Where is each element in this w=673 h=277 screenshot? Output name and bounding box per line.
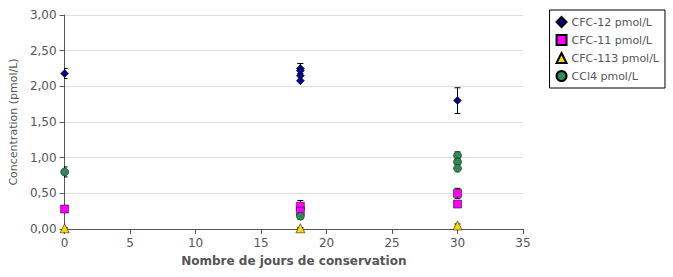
svg-text:0: 0 [61, 236, 69, 250]
svg-text:2,00: 2,00 [30, 79, 57, 93]
svg-text:3,00: 3,00 [30, 8, 57, 22]
svg-text:1,50: 1,50 [30, 115, 57, 129]
svg-text:0,00: 0,00 [30, 222, 57, 236]
svg-text:25: 25 [384, 236, 399, 250]
svg-text:10: 10 [188, 236, 203, 250]
svg-text:2,50: 2,50 [30, 44, 57, 58]
svg-text:Concentration (pmol/L): Concentration (pmol/L) [7, 58, 20, 185]
svg-text:5: 5 [126, 236, 134, 250]
svg-text:35: 35 [515, 236, 530, 250]
svg-text:0,50: 0,50 [30, 186, 57, 200]
svg-text:30: 30 [450, 236, 465, 250]
svg-text:15: 15 [253, 236, 268, 250]
svg-text:CFC-12 pmol/L: CFC-12 pmol/L [572, 16, 653, 29]
svg-text:1,00: 1,00 [30, 151, 57, 165]
svg-text:CCl4 pmol/L: CCl4 pmol/L [572, 70, 639, 83]
svg-text:Nombre de jours de conservatio: Nombre de jours de conservation [181, 254, 406, 268]
svg-text:CFC-11 pmol/L: CFC-11 pmol/L [572, 34, 653, 47]
svg-text:CFC-113 pmol/L: CFC-113 pmol/L [572, 52, 660, 65]
svg-text:20: 20 [319, 236, 334, 250]
